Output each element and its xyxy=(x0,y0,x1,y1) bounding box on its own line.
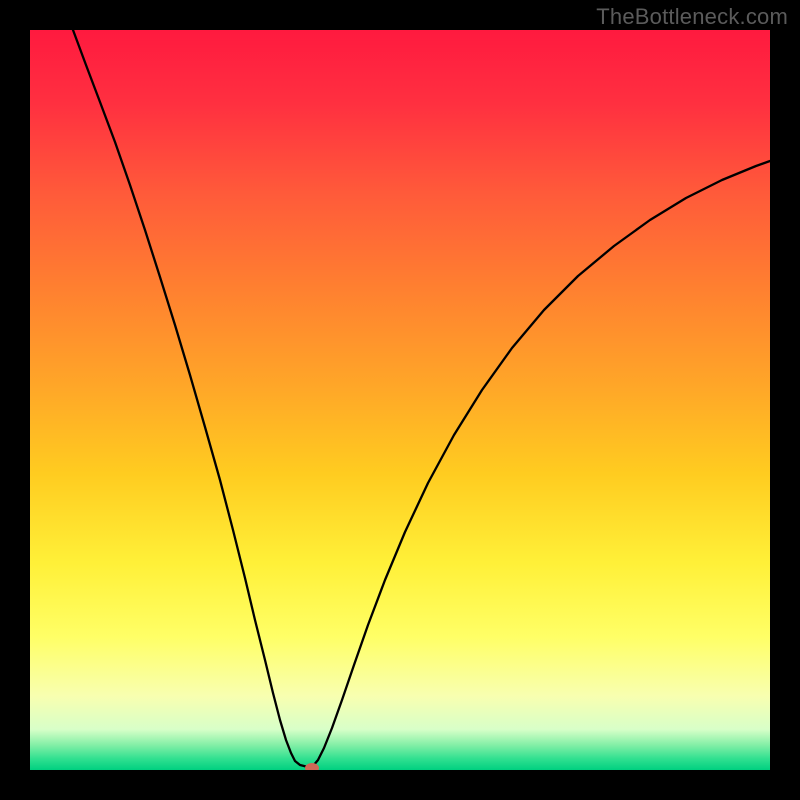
chart-frame: TheBottleneck.com xyxy=(0,0,800,800)
bottleneck-chart xyxy=(30,30,770,770)
gradient-background xyxy=(30,30,770,770)
watermark-text: TheBottleneck.com xyxy=(596,4,788,30)
chart-svg xyxy=(30,30,770,770)
